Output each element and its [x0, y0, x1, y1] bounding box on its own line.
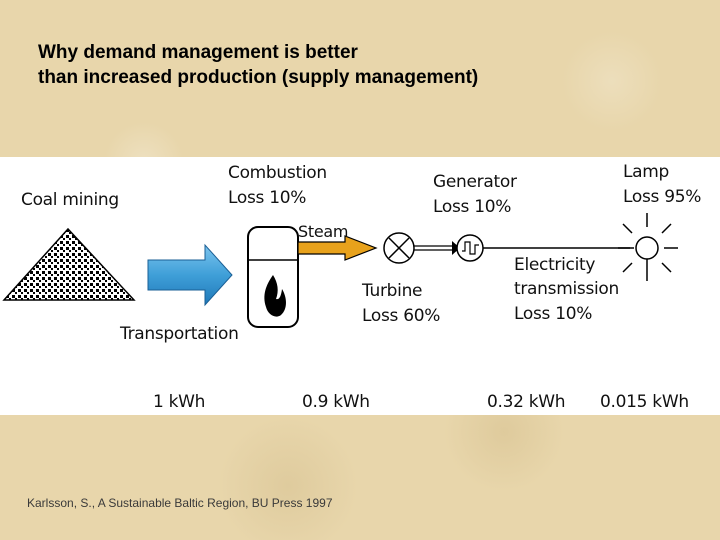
source-citation: Karlsson, S., A Sustainable Baltic Regio… — [27, 496, 333, 510]
transportation-arrow — [147, 243, 233, 307]
coal-pile-icon — [2, 227, 136, 301]
transportation-label: Transportation — [120, 324, 239, 344]
steam-arrow — [297, 235, 378, 261]
transmission-label-line-2: transmission — [514, 279, 619, 299]
energy-value-coal: 1 kWh — [153, 392, 206, 412]
energy-chain-diagram: Coal mining Transportation Combustion Lo… — [0, 157, 720, 415]
energy-value-combustion: 0.9 kWh — [302, 392, 370, 412]
title-line-1: Why demand management is better — [38, 42, 358, 63]
lamp-label: Lamp — [623, 162, 670, 182]
transmission-loss-label: Loss 10% — [514, 304, 593, 324]
combustion-loss-label: Loss 10% — [228, 188, 307, 208]
lamp-loss-label: Loss 95% — [623, 187, 702, 207]
generator-label: Generator — [433, 172, 517, 192]
energy-value-lamp: 0.015 kWh — [600, 392, 689, 412]
diagram-graphics — [2, 213, 678, 328]
turbine-loss-label: Loss 60% — [362, 306, 441, 326]
title-line-2: than increased production (supply manage… — [38, 67, 479, 88]
steam-label: Steam — [298, 222, 349, 241]
flame-icon — [264, 275, 286, 317]
combustion-label: Combustion — [228, 163, 327, 183]
generator-loss-label: Loss 10% — [433, 197, 512, 217]
turbine-label: Turbine — [362, 281, 423, 301]
slide-title: Why demand management is better than inc… — [38, 40, 678, 90]
transmission-label-line-1: Electricity — [514, 255, 596, 275]
coal-mining-label: Coal mining — [21, 190, 119, 210]
lamp-icon — [618, 213, 678, 281]
energy-value-generator: 0.32 kWh — [487, 392, 566, 412]
